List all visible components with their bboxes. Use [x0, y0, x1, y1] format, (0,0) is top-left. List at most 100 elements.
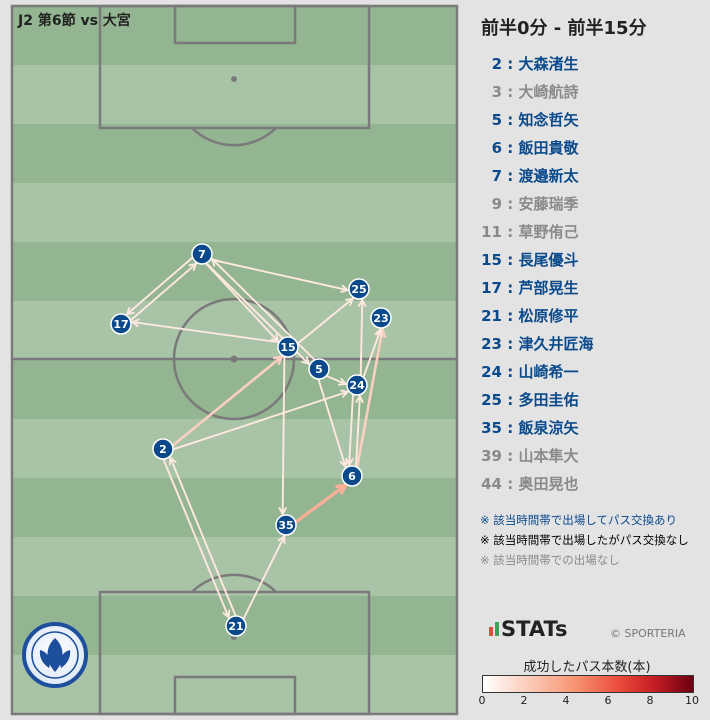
pass-arrowhead — [130, 318, 140, 328]
player-node-label: 24 — [349, 379, 365, 392]
pass-arrowhead — [339, 458, 348, 469]
pass-arrowhead — [337, 377, 348, 386]
pass-arrowhead — [210, 257, 220, 267]
roster-name: 大崎航詩 — [518, 83, 579, 101]
player-node-6: 6 — [341, 465, 363, 487]
pass-arrowhead — [335, 483, 349, 495]
roster-name: 松原修平 — [518, 307, 579, 325]
player-node-24: 24 — [346, 374, 368, 396]
player-node-label: 7 — [198, 248, 206, 261]
roster-row: 15 : 長尾優斗 — [470, 246, 700, 274]
player-node-label: 25 — [351, 283, 366, 296]
player-node-25: 25 — [348, 278, 370, 300]
roster-number: 5 — [491, 111, 502, 129]
roster-row: 21 : 松原修平 — [470, 302, 700, 330]
roster-name: 知念哲矢 — [518, 111, 579, 129]
player-node-label: 5 — [315, 363, 323, 376]
roster-number: 9 — [491, 195, 502, 213]
roster-number: 35 — [481, 419, 502, 437]
roster-number: 21 — [481, 307, 502, 325]
roster-name: 山崎希一 — [518, 363, 579, 381]
roster-list: 2 : 大森渚生 3 : 大崎航詩 5 : 知念哲矢 6 : 飯田貴敬 7 : 渡邉新太… — [470, 50, 700, 498]
roster-number: 25 — [481, 391, 502, 409]
pass-line — [242, 535, 286, 620]
pass-line — [348, 393, 354, 466]
stats-logo: STATs — [489, 617, 567, 641]
roster-row: 39 : 山本隼大 — [470, 442, 700, 470]
stats-logo-text: STATs — [501, 617, 568, 641]
roster-name: 安藤瑞季 — [518, 195, 579, 213]
pass-arrowhead — [301, 356, 311, 366]
roster-name: 草野侑己 — [518, 223, 579, 241]
player-node-7: 7 — [191, 243, 213, 265]
roster-number: 3 — [491, 83, 502, 101]
pass-line — [325, 375, 347, 385]
roster-row: 3 : 大崎航詩 — [470, 78, 700, 106]
pass-line — [297, 297, 354, 345]
pass-line — [355, 328, 384, 469]
pitch-stripe — [12, 65, 457, 124]
pitch-stripe — [12, 301, 457, 360]
roster-name: 津久井匠海 — [518, 335, 594, 353]
pass-line — [172, 390, 349, 451]
pass-arrowhead — [278, 507, 287, 516]
pass-arrowhead — [340, 389, 350, 398]
roster-row: 24 : 山崎希一 — [470, 358, 700, 386]
pass-edge-7-17 — [125, 256, 194, 316]
pass-line — [169, 456, 237, 617]
player-node-label: 35 — [278, 519, 293, 532]
pass-edges — [125, 256, 387, 620]
roster-separator: : — [502, 279, 519, 297]
pass-arrowhead — [168, 456, 177, 466]
roster-separator: : — [502, 447, 519, 465]
pass-edge-7-25 — [210, 258, 350, 293]
roster-number: 7 — [491, 167, 502, 185]
roster-row: 44 : 奥田晃也 — [470, 470, 700, 498]
roster-row: 5 : 知念哲矢 — [470, 106, 700, 134]
pitch-stripe — [12, 6, 457, 65]
player-node-circle — [152, 438, 174, 460]
pass-edge-5-24 — [325, 375, 348, 386]
pass-line — [281, 356, 286, 515]
roster-separator: : — [502, 335, 519, 353]
scale-tick: 4 — [562, 694, 570, 707]
pass-line — [294, 483, 347, 524]
pass-arrowhead — [188, 262, 198, 272]
pass-edge-15-35 — [278, 356, 287, 516]
scale-tick: 10 — [685, 694, 699, 707]
roster-name: 長尾優斗 — [518, 251, 579, 269]
player-node-circle — [370, 307, 392, 329]
pass-arrowhead — [270, 333, 280, 343]
scale-tick: 8 — [646, 694, 654, 707]
pitch-stripe — [12, 537, 457, 596]
pass-edge-21-2 — [168, 456, 237, 617]
pass-edge-24-23 — [362, 327, 383, 378]
pass-line — [126, 256, 194, 316]
player-node-circle — [191, 243, 213, 265]
mito-hollyhock-crest-icon — [22, 622, 88, 688]
copyright: © SPORTERIA — [610, 627, 686, 640]
roster-number: 17 — [481, 279, 502, 297]
pass-edge-5-6 — [317, 378, 348, 469]
player-node-circle — [275, 514, 297, 536]
roster-name: 大森渚生 — [518, 55, 579, 73]
scale-title: 成功したパス本数(本) — [523, 660, 651, 675]
roster-row: 2 : 大森渚生 — [470, 50, 700, 78]
pitch-stripe — [12, 419, 457, 478]
roster-number: 23 — [481, 335, 502, 353]
player-node-label: 17 — [113, 318, 128, 331]
time-range: 前半0分 - 前半15分 — [481, 18, 647, 39]
roster-separator: : — [502, 391, 519, 409]
roster-name: 奥田晃也 — [518, 475, 579, 493]
roster-name: 芦部晃生 — [518, 279, 579, 297]
pass-edge-15-25 — [297, 297, 355, 345]
roster-number: 39 — [481, 447, 502, 465]
pass-edge-35-6 — [294, 483, 349, 524]
player-node-circle — [225, 615, 247, 637]
roster-name: 多田圭佑 — [518, 391, 579, 409]
roster-name: 渡邉新太 — [518, 167, 579, 185]
scale-tick: 2 — [520, 694, 528, 707]
roster-separator: : — [502, 251, 519, 269]
pass-arrowhead — [222, 609, 231, 619]
player-node-17: 17 — [110, 313, 132, 335]
